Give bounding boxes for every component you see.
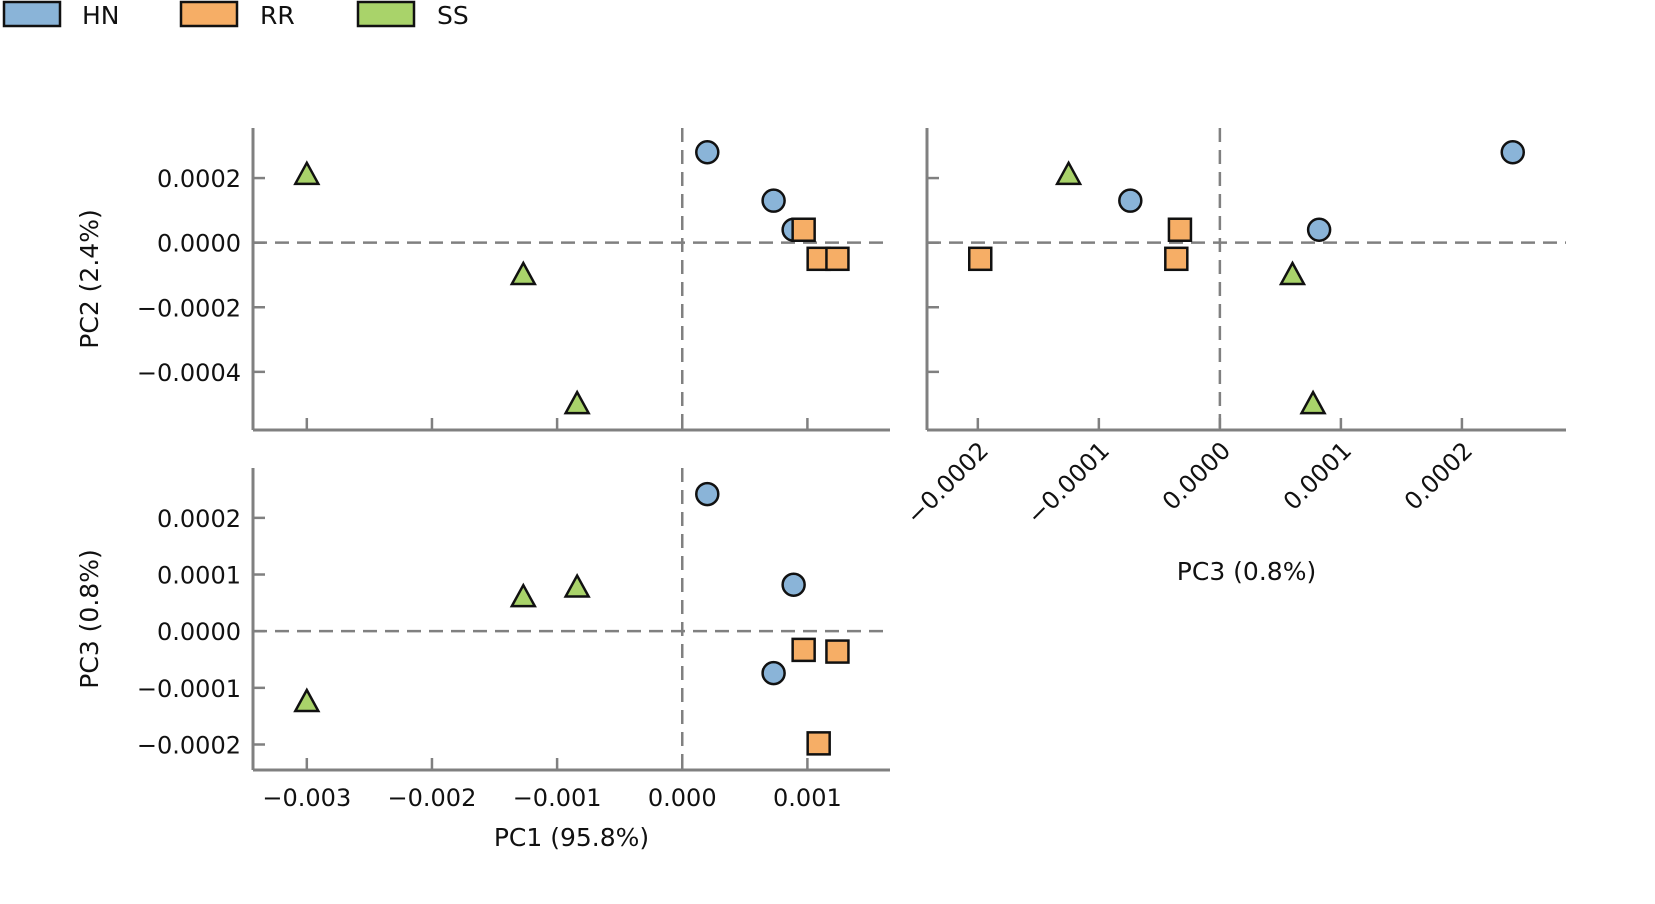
- point-hn: [1500, 139, 1525, 165]
- x-tick-label: −0.001: [513, 784, 602, 812]
- y-tick-label: 0.0000: [157, 618, 241, 646]
- y-tick-label: −0.0002: [137, 732, 241, 760]
- legend-entry-hn: HN: [2, 0, 120, 30]
- point-hn: [1118, 188, 1143, 213]
- point-rr: [791, 637, 816, 663]
- point-hn: [761, 188, 786, 213]
- y-tick-label: 0.0000: [157, 230, 241, 258]
- y-tick-label: 0.0002: [157, 165, 241, 193]
- point-ss: [293, 160, 321, 186]
- x-tick-label: −0.003: [262, 784, 351, 812]
- legend-swatch-rr: [179, 0, 239, 28]
- x-tick-label: −0.0002: [901, 436, 994, 529]
- x-tick-label: 0.0002: [1399, 436, 1478, 515]
- legend-label-rr: RR: [260, 1, 295, 30]
- legend-entry-rr: RR: [179, 0, 295, 30]
- legend: HN RR SS: [2, 0, 469, 30]
- point-ss: [509, 260, 537, 286]
- panel-pc3-pc2: −0.0002 −0.0001 0.0000 0.0001 0.0002 PC3 (0.8…: [901, 128, 1566, 586]
- y-tick-label: −0.0004: [137, 359, 241, 387]
- point-hn: [695, 481, 720, 507]
- y-tick-label: 0.0002: [157, 505, 241, 533]
- point-rr: [825, 246, 850, 272]
- point-ss: [509, 582, 537, 608]
- legend-label-hn: HN: [82, 1, 120, 30]
- x-tick-label: −0.002: [388, 784, 477, 812]
- point-rr: [791, 217, 816, 242]
- point-rr: [825, 639, 850, 664]
- y-tick-label: 0.0001: [157, 562, 241, 590]
- point-ss: [563, 572, 591, 598]
- point-ss: [293, 687, 321, 713]
- point-rr: [806, 731, 831, 756]
- x-tick-label: 0.0001: [1278, 436, 1357, 515]
- point-hn: [1306, 217, 1332, 242]
- legend-label-ss: SS: [437, 1, 469, 30]
- point-hn: [695, 139, 720, 165]
- point-hn: [781, 572, 806, 597]
- y-tick-label: −0.0002: [137, 294, 241, 322]
- point-ss: [1299, 389, 1327, 415]
- panel-pc1-pc2: 0.0002 0.0000 −0.0002 −0.0004 PC2 (2.4%): [75, 128, 890, 432]
- x-axis-title: PC3 (0.8%): [1177, 557, 1316, 586]
- x-axis-title: PC1 (95.8%): [494, 823, 649, 852]
- y-axis-title: PC2 (2.4%): [75, 209, 104, 348]
- point-ss: [1278, 260, 1307, 286]
- panel-pc1-pc3: 0.0002 0.0001 0.0000 −0.0001 −0.0002 −0.003 −0…: [75, 468, 890, 852]
- point-rr: [1164, 246, 1189, 272]
- point-rr: [968, 246, 993, 272]
- y-axis-title: PC3 (0.8%): [75, 549, 104, 688]
- x-tick-label: 0.000: [648, 784, 717, 812]
- point-ss: [1054, 160, 1083, 186]
- x-tick-label: 0.001: [773, 784, 842, 812]
- legend-entry-ss: SS: [356, 0, 469, 30]
- point-hn: [761, 660, 786, 686]
- y-tick-label: −0.0001: [137, 675, 241, 703]
- legend-swatch-hn: [2, 0, 62, 28]
- x-tick-label: −0.0001: [1022, 436, 1115, 529]
- x-tick-label: 0.0000: [1157, 436, 1236, 515]
- legend-swatch-ss: [356, 0, 416, 28]
- point-rr: [1167, 217, 1193, 242]
- point-ss: [563, 389, 591, 415]
